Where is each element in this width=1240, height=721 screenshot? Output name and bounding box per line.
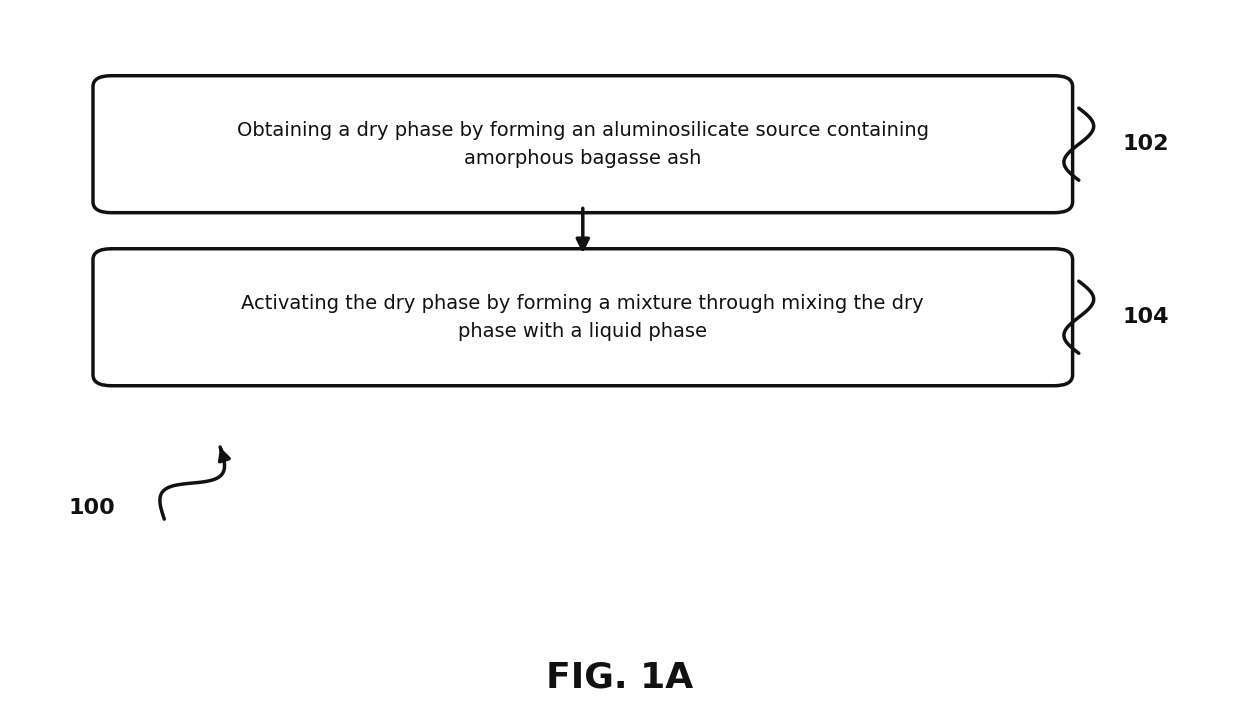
FancyBboxPatch shape (93, 76, 1073, 213)
Text: 104: 104 (1122, 307, 1168, 327)
Text: 100: 100 (68, 498, 115, 518)
Text: Activating the dry phase by forming a mixture through mixing the dry
phase with : Activating the dry phase by forming a mi… (242, 293, 924, 341)
Text: 102: 102 (1122, 134, 1168, 154)
Text: FIG. 1A: FIG. 1A (547, 660, 693, 695)
Text: Obtaining a dry phase by forming an aluminosilicate source containing
amorphous : Obtaining a dry phase by forming an alum… (237, 120, 929, 168)
FancyBboxPatch shape (93, 249, 1073, 386)
